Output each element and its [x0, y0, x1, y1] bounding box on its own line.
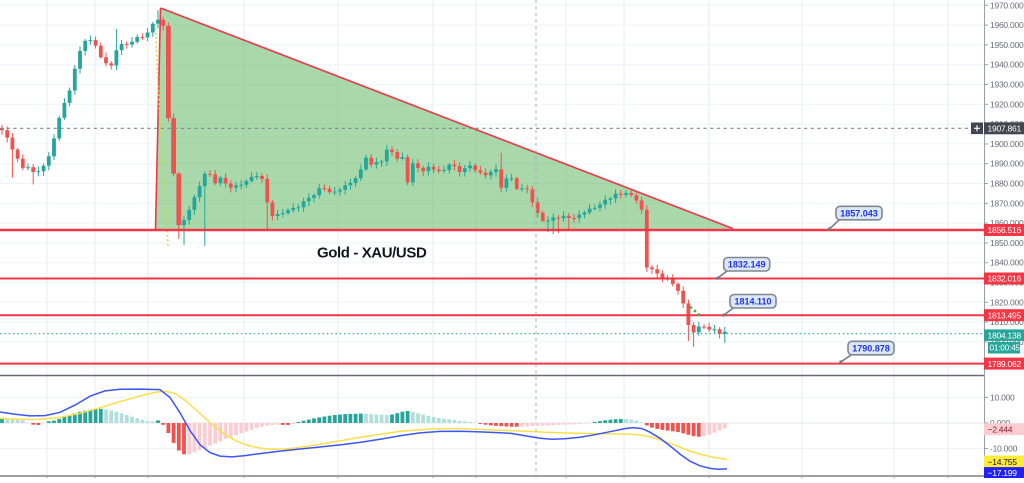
- svg-text:Gold - XAU/USD: Gold - XAU/USD: [317, 245, 427, 262]
- svg-text:10.000: 10.000: [990, 393, 1015, 403]
- svg-text:−2.444: −2.444: [988, 424, 1013, 434]
- svg-text:1860.000: 1860.000: [990, 218, 1024, 228]
- svg-text:1810.000: 1810.000: [990, 317, 1024, 327]
- svg-text:1813.495: 1813.495: [988, 310, 1022, 320]
- svg-text:−14.755: −14.755: [988, 457, 1018, 467]
- svg-text:0.000: 0.000: [990, 418, 1011, 428]
- svg-text:1907.861: 1907.861: [988, 124, 1022, 134]
- svg-text:1857.043: 1857.043: [840, 208, 878, 218]
- svg-text:-10.000: -10.000: [990, 444, 1018, 454]
- svg-text:1970.000: 1970.000: [990, 0, 1024, 10]
- svg-text:1920.000: 1920.000: [990, 99, 1024, 109]
- svg-text:1880.000: 1880.000: [990, 179, 1024, 189]
- svg-text:1890.000: 1890.000: [990, 159, 1024, 169]
- svg-text:1856.516: 1856.516: [988, 225, 1022, 235]
- svg-text:1800.000: 1800.000: [990, 337, 1024, 347]
- svg-text:1870.000: 1870.000: [990, 198, 1024, 208]
- svg-text:1900.000: 1900.000: [990, 139, 1024, 149]
- svg-text:1832.149: 1832.149: [728, 260, 766, 270]
- svg-text:1804.138: 1804.138: [988, 330, 1022, 340]
- svg-text:1930.000: 1930.000: [990, 80, 1024, 90]
- svg-text:1832.016: 1832.016: [988, 274, 1022, 284]
- svg-text:1840.000: 1840.000: [990, 258, 1024, 268]
- svg-text:1789.062: 1789.062: [988, 359, 1022, 369]
- svg-text:1940.000: 1940.000: [990, 60, 1024, 70]
- svg-text:−17.199: −17.199: [988, 468, 1018, 478]
- svg-text:1960.000: 1960.000: [990, 20, 1024, 30]
- svg-text:1950.000: 1950.000: [990, 40, 1024, 50]
- svg-text:1820.000: 1820.000: [990, 297, 1024, 307]
- svg-text:01:00:45: 01:00:45: [990, 344, 1021, 353]
- svg-text:1850.000: 1850.000: [990, 238, 1024, 248]
- svg-text:1814.110: 1814.110: [734, 297, 771, 307]
- svg-text:1790.878: 1790.878: [852, 343, 890, 353]
